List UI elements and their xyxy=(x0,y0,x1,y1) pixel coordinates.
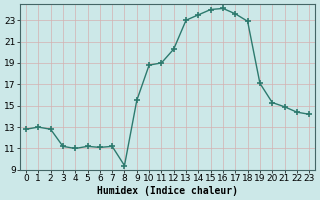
X-axis label: Humidex (Indice chaleur): Humidex (Indice chaleur) xyxy=(97,186,238,196)
